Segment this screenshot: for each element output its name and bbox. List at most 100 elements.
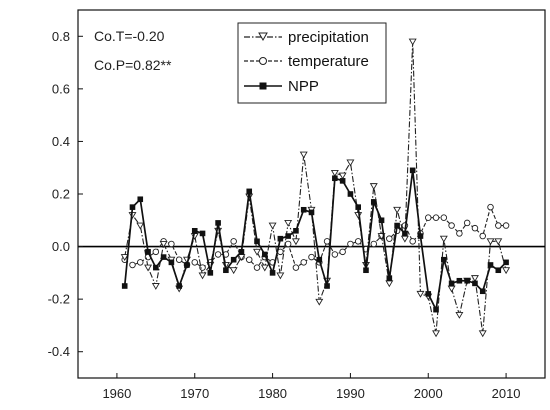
data-point-temperature: [308, 253, 315, 261]
legend-label-npp: NPP: [288, 78, 319, 95]
data-point-temperature: [339, 248, 346, 256]
legend-marker-precipitation: [258, 32, 268, 42]
data-point-temperature: [502, 222, 510, 229]
data-point-npp: [293, 228, 299, 234]
data-point-temperature: [463, 219, 471, 227]
data-point-precipitation: [276, 272, 285, 280]
data-point-npp: [417, 233, 424, 239]
legend-item-precipitation: precipitation: [244, 29, 369, 46]
annotation-co-p: Co.P=0.82**: [94, 57, 172, 73]
data-point-npp: [184, 262, 190, 268]
data-point-precipitation: [338, 172, 347, 180]
data-point-npp: [254, 238, 260, 245]
data-point-precipitation: [455, 311, 464, 319]
data-point-npp: [433, 306, 439, 313]
data-point-npp: [223, 267, 229, 274]
series-line-npp: [123, 170, 507, 313]
data-point-temperature: [191, 259, 198, 266]
data-point-precipitation: [393, 206, 402, 214]
data-point-precipitation: [315, 298, 324, 306]
data-point-temperature: [168, 240, 175, 248]
data-point-temperature: [440, 214, 448, 221]
y-tick-label: 0.4: [52, 134, 70, 149]
data-point-temperature: [370, 240, 378, 248]
data-point-temperature: [199, 264, 206, 271]
data-point-npp: [394, 222, 400, 229]
data-point-npp: [425, 291, 432, 297]
data-point-npp: [448, 280, 455, 287]
data-point-npp: [332, 175, 338, 182]
x-tick-label: 2010: [492, 386, 521, 401]
y-tick-label: 0.8: [52, 29, 70, 44]
x-tick-label: 1970: [180, 386, 209, 401]
data-point-npp: [347, 191, 354, 197]
data-point-temperature: [354, 238, 362, 245]
data-point-temperature: [386, 235, 393, 242]
axes: -0.4 -0.2 0.0 0.2 0.4 0.6 0.8 1960 1970 1980 1990 2…: [48, 9, 546, 401]
data-point-npp: [153, 264, 159, 271]
data-point-npp: [324, 283, 330, 289]
series-layer: [120, 38, 511, 338]
legend-label-precipitation: precipitation: [288, 29, 369, 46]
data-point-npp: [277, 235, 284, 242]
data-point-npp: [199, 230, 206, 237]
data-point-npp: [191, 228, 198, 234]
data-point-temperature: [425, 214, 432, 221]
legend: precipitation temperature NPP: [237, 22, 387, 104]
data-point-temperature: [300, 259, 307, 266]
data-point-npp: [479, 288, 486, 295]
data-point-precipitation: [136, 222, 145, 230]
data-point-precipitation: [330, 170, 339, 177]
data-point-temperature: [129, 261, 136, 269]
data-point-precipitation: [439, 235, 448, 243]
data-point-npp: [238, 249, 245, 255]
legend-marker-npp: [259, 82, 267, 90]
y-tick-label: -0.2: [48, 292, 70, 307]
data-point-precipitation: [346, 159, 355, 167]
data-point-precipitation: [299, 151, 308, 159]
data-point-npp: [370, 199, 377, 205]
data-point-temperature: [495, 222, 502, 229]
data-point-npp: [378, 217, 385, 224]
data-point-precipitation: [229, 267, 238, 275]
data-point-precipitation: [369, 183, 378, 191]
legend-item-temperature: temperature: [244, 53, 369, 70]
data-point-precipitation: [144, 264, 153, 272]
data-point-precipitation: [432, 330, 441, 338]
data-point-npp: [386, 275, 393, 281]
correlation-annotations: Co.T=-0.20 Co.P=0.82**: [94, 28, 172, 73]
data-point-npp: [441, 256, 447, 263]
data-point-temperature: [347, 240, 354, 248]
data-point-temperature: [471, 224, 479, 232]
data-point-npp: [121, 283, 128, 289]
x-tick-label: 2000: [414, 386, 443, 401]
data-point-precipitation: [268, 222, 277, 230]
data-point-npp: [464, 277, 470, 284]
data-point-temperature: [253, 264, 261, 271]
data-point-precipitation: [385, 280, 394, 288]
data-point-precipitation: [253, 248, 261, 256]
data-point-precipitation: [416, 290, 425, 298]
data-point-precipitation: [470, 275, 479, 283]
y-tick-label: -0.4: [48, 344, 70, 359]
data-point-npp: [207, 270, 214, 276]
data-point-npp: [285, 233, 291, 239]
data-point-temperature: [448, 222, 455, 229]
data-point-precipitation: [198, 272, 207, 280]
annotation-co-t: Co.T=-0.20: [94, 28, 165, 44]
data-point-precipitation: [400, 235, 409, 243]
data-point-npp: [246, 188, 253, 195]
data-point-temperature: [284, 240, 292, 248]
data-point-npp: [472, 280, 478, 287]
legend-marker-temperature: [259, 57, 267, 65]
y-tick-label: 0.2: [52, 187, 70, 202]
series-npp: [121, 167, 509, 313]
data-point-npp: [339, 178, 346, 184]
data-point-temperature: [175, 256, 183, 263]
data-point-npp: [402, 230, 408, 237]
data-point-temperature: [245, 256, 253, 263]
data-point-temperature: [479, 232, 486, 240]
data-point-npp: [308, 209, 315, 216]
data-point-npp: [316, 256, 323, 263]
